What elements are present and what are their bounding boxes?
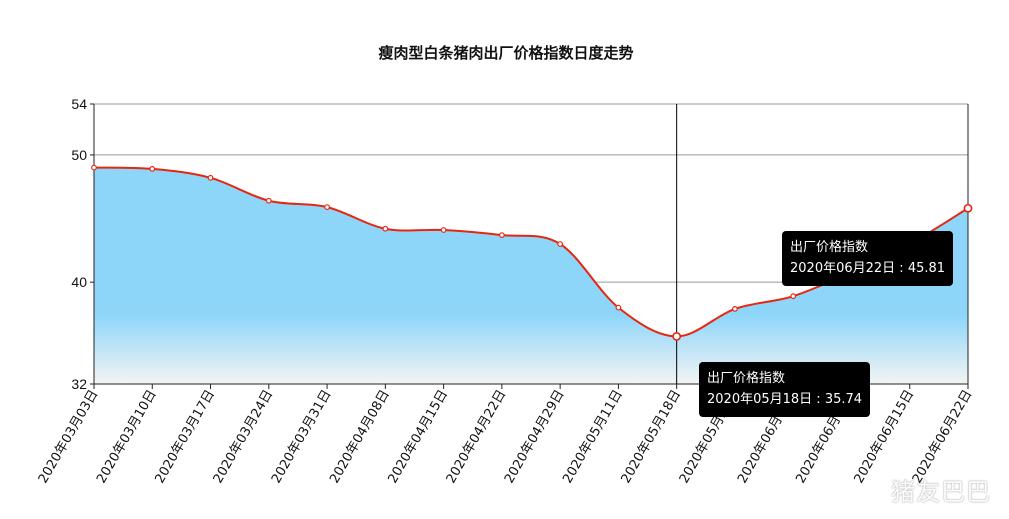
data-point-1[interactable] (149, 166, 156, 172)
chart-title: 瘦肉型白条猪肉出厂价格指数日度走势 (378, 44, 633, 62)
x-tick-label: 2020年04月29日 (502, 388, 568, 487)
data-point-4[interactable] (324, 204, 330, 210)
tooltip-2020-05-18: 出厂价格指数 2020年05月18日 : 35.74 (699, 362, 871, 417)
tooltip-value: 2020年06月22日 : 45.81 (790, 261, 946, 276)
x-tick-label: 2020年04月22日 (444, 388, 510, 487)
x-tick-label: 2020年03月17日 (152, 388, 218, 487)
data-point-9[interactable] (615, 304, 622, 311)
data-point-6[interactable] (440, 227, 447, 233)
y-tick-label: 40 (71, 274, 87, 290)
x-tick-label: 2020年05月11日 (560, 388, 626, 487)
data-point-10[interactable] (672, 331, 682, 341)
data-point-5[interactable] (382, 225, 389, 232)
y-tick-label: 32 (71, 376, 87, 392)
data-point-12[interactable] (790, 293, 797, 300)
series-area-fill (94, 167, 968, 384)
data-point-7[interactable] (498, 232, 505, 238)
x-tick-label: 2020年03月24日 (211, 388, 277, 487)
tooltip-2020-06-22: 出厂价格指数 2020年06月22日 : 45.81 (782, 231, 954, 286)
data-point-11[interactable] (732, 306, 738, 312)
x-tick-label: 2020年03月31日 (269, 388, 335, 487)
x-tick-label: 2020年04月08日 (327, 388, 393, 487)
y-tick-label: 54 (71, 96, 87, 112)
data-point-2[interactable] (207, 174, 214, 181)
x-tick-label: 2020年05月18日 (619, 388, 685, 487)
data-points (91, 164, 973, 341)
data-point-8[interactable] (557, 241, 564, 247)
x-tick-label: 2020年03月10日 (94, 388, 160, 487)
data-point-15[interactable] (963, 203, 973, 213)
tooltip-series-label: 出厂价格指数 (790, 240, 869, 255)
data-point-0[interactable] (91, 164, 97, 171)
data-point-3[interactable] (265, 197, 272, 204)
tooltip-value: 2020年05月18日 : 35.74 (707, 392, 863, 407)
x-tick-label: 2020年04月15日 (385, 387, 451, 486)
x-tick-label: 2020年03月03日 (36, 388, 102, 487)
y-axis-ticks: 32 40 50 54 (71, 96, 94, 392)
y-tick-label: 50 (71, 147, 87, 163)
watermark-logo: 猪友巴巴 (891, 478, 991, 506)
tooltip-series-label: 出厂价格指数 (707, 371, 786, 386)
